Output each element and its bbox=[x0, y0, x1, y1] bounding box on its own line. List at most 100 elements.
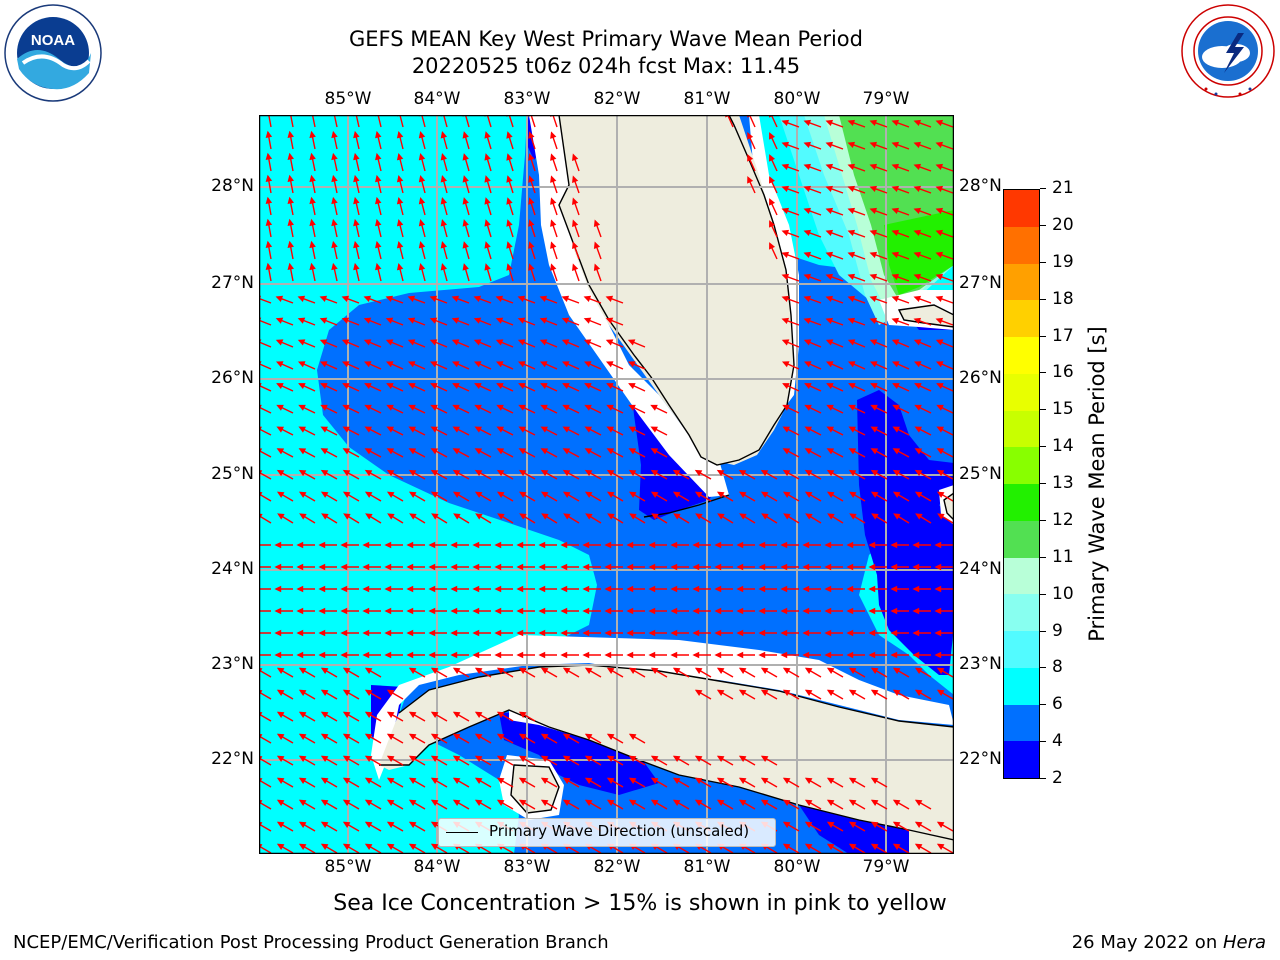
lat-label-right: 28°N bbox=[959, 176, 1002, 196]
wave-direction-arrowhead bbox=[626, 651, 634, 659]
wave-direction-arrowhead bbox=[528, 263, 535, 271]
wave-direction-arrowhead bbox=[648, 651, 656, 659]
wave-direction-arrowhead bbox=[769, 242, 776, 250]
wave-direction-arrowhead bbox=[914, 383, 922, 390]
wave-direction-arrowhead bbox=[582, 563, 590, 571]
wave-direction-arrowhead bbox=[265, 218, 273, 226]
wave-direction-arrowhead bbox=[826, 491, 835, 498]
wave-direction-arrowhead bbox=[320, 491, 329, 498]
wave-direction-arrowhead bbox=[672, 469, 681, 477]
wave-direction-arrowhead bbox=[562, 469, 571, 477]
wave-direction-arrowhead bbox=[803, 273, 812, 281]
wave-direction-arrowhead bbox=[309, 174, 316, 183]
wave-direction-arrowhead bbox=[758, 563, 766, 571]
wave-direction-arrowhead bbox=[672, 491, 681, 498]
wave-direction-arrowhead bbox=[802, 563, 810, 571]
wave-direction-arrowhead bbox=[496, 491, 505, 498]
wave-direction-arrowhead bbox=[584, 799, 593, 806]
wave-direction-arrowhead bbox=[914, 426, 922, 433]
colorbar-segment bbox=[1004, 410, 1039, 448]
wave-direction-arrowhead bbox=[604, 629, 612, 637]
wave-direction-arrowhead bbox=[802, 629, 810, 637]
wave-direction-arrowhead bbox=[342, 491, 351, 498]
wave-direction-arrowhead bbox=[769, 176, 776, 184]
wave-direction-arrowhead bbox=[298, 667, 307, 674]
wave-direction-arrowhead bbox=[869, 119, 878, 127]
colorbar-tick-mark bbox=[1040, 778, 1046, 779]
wave-direction-arrowhead bbox=[936, 426, 944, 433]
wave-direction-arrowhead bbox=[538, 651, 546, 659]
wave-direction-arrowhead bbox=[298, 733, 307, 740]
wave-direction-arrowhead bbox=[496, 469, 505, 477]
wave-direction-arrowhead bbox=[846, 585, 854, 593]
wave-direction-arrowhead bbox=[648, 585, 656, 593]
colorbar-tick-label: 4 bbox=[1052, 731, 1063, 752]
wave-direction-arrowhead bbox=[934, 607, 942, 615]
wave-direction-arrow bbox=[259, 801, 272, 810]
legend-line-symbol bbox=[446, 832, 478, 833]
wave-direction-arrowhead bbox=[936, 383, 944, 390]
wave-direction-arrow bbox=[464, 115, 470, 128]
wave-direction-arrowhead bbox=[716, 469, 725, 477]
wave-direction-arrowhead bbox=[538, 585, 546, 593]
wave-direction-arrowhead bbox=[506, 175, 513, 183]
wave-direction-arrowhead bbox=[453, 513, 461, 520]
wave-direction-arrowhead bbox=[265, 174, 273, 182]
wave-direction-arrowhead bbox=[803, 251, 812, 259]
wave-direction-arrowhead bbox=[474, 733, 483, 740]
wave-direction-arrowhead bbox=[673, 513, 681, 520]
wave-direction-arrowhead bbox=[747, 132, 754, 140]
wave-direction-arrowhead bbox=[296, 607, 304, 615]
wave-direction-arrowhead bbox=[561, 317, 570, 324]
wave-direction-arrowhead bbox=[593, 219, 601, 228]
wave-direction-arrowhead bbox=[430, 491, 439, 498]
wave-direction-arrowhead bbox=[738, 491, 747, 498]
wave-direction-arrowhead bbox=[891, 251, 900, 259]
wave-direction-arrowhead bbox=[869, 185, 878, 193]
wave-direction-arrowhead bbox=[670, 541, 678, 549]
nws-logo bbox=[1180, 3, 1276, 103]
wave-direction-arrowhead bbox=[353, 196, 360, 205]
wave-direction-arrowhead bbox=[847, 163, 856, 171]
wave-direction-arrowhead bbox=[650, 755, 659, 762]
wave-direction-arrowhead bbox=[418, 219, 426, 227]
wave-direction-arrowhead bbox=[769, 132, 776, 140]
colorbar-segment bbox=[1004, 373, 1039, 411]
wave-direction-arrowhead bbox=[320, 667, 329, 674]
wave-direction-arrowhead bbox=[782, 689, 791, 696]
wave-direction-arrowhead bbox=[386, 843, 395, 850]
wave-direction-arrowhead bbox=[869, 251, 878, 259]
wave-direction-arrowhead bbox=[892, 383, 900, 390]
wave-direction-arrowhead bbox=[780, 607, 788, 615]
wave-direction-arrowhead bbox=[694, 469, 703, 477]
lat-label-right: 24°N bbox=[959, 559, 1002, 579]
wave-direction-arrowhead bbox=[364, 821, 373, 828]
wave-direction-arrowhead bbox=[606, 448, 615, 455]
wave-direction-arrowhead bbox=[605, 339, 614, 346]
wave-direction-arrowhead bbox=[320, 755, 329, 762]
wave-direction-arrowhead bbox=[528, 131, 535, 139]
wave-direction-arrowhead bbox=[387, 513, 395, 520]
wave-direction-arrowhead bbox=[440, 241, 448, 249]
wave-direction-arrowhead bbox=[760, 491, 769, 498]
lon-label-bottom: 84°W bbox=[413, 857, 461, 877]
wave-direction-arrowhead bbox=[870, 448, 879, 455]
wave-direction-arrowhead bbox=[497, 513, 505, 520]
wave-direction-arrowhead bbox=[428, 607, 436, 615]
wave-direction-arrowhead bbox=[342, 426, 350, 433]
wave-direction-arrowhead bbox=[342, 821, 351, 828]
wave-direction-arrowhead bbox=[384, 563, 392, 571]
wave-direction-arrowhead bbox=[472, 563, 480, 571]
wave-direction-arrowhead bbox=[276, 821, 285, 828]
wave-direction-arrowhead bbox=[825, 163, 834, 171]
colorbar-tick-label: 17 bbox=[1052, 325, 1074, 346]
wave-direction-arrowhead bbox=[540, 733, 549, 740]
colorbar-tick-mark bbox=[1040, 667, 1046, 669]
wave-direction-arrowhead bbox=[583, 361, 592, 368]
wave-direction-arrow bbox=[259, 757, 272, 766]
wave-direction-arrowhead bbox=[803, 317, 812, 325]
wave-direction-arrowhead bbox=[738, 755, 747, 762]
wave-direction-arrowhead bbox=[847, 273, 856, 281]
wave-direction-arrowhead bbox=[584, 667, 593, 674]
wave-direction-arrowhead bbox=[385, 339, 394, 346]
